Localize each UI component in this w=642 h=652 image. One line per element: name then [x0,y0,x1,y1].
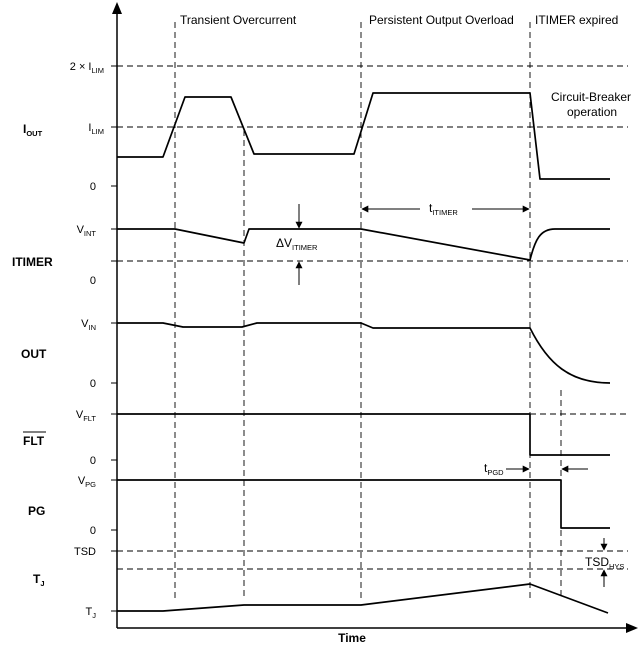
x-axis-arrow-icon [626,623,638,633]
t-itimer-label: tITIMER [429,201,458,217]
delta-v-itimer-label: ΔVITIMER [276,236,318,252]
level-flt-zero: 0 [90,455,96,467]
pg-waveform [117,479,610,529]
level-out-zero: 0 [90,378,96,390]
itimer-waveform [117,228,610,261]
x-axis-title: Time [338,631,366,645]
signal-tj-label: TJ [33,572,45,588]
signal-iout-label: IOUT [23,122,43,138]
level-2ilim: 2 × ILIM [70,61,104,75]
signal-out-label: OUT [21,347,47,361]
y-ticks [111,65,117,612]
signal-itimer-label: ITIMER [12,255,53,269]
circuit-breaker-label-line1: Circuit-Breaker [551,90,631,104]
flt-waveform [117,413,610,456]
level-vin: VIN [81,318,96,332]
y-axis-arrow-icon [112,2,122,14]
level-tsd: TSD [74,546,96,558]
level-tj: TJ [86,606,97,620]
level-iout-zero: 0 [90,181,96,193]
tj-waveform [117,583,609,614]
level-vint: VINT [77,224,97,238]
phase-expired-label: ITIMER expired [535,13,618,27]
level-ilim: ILIM [88,122,104,136]
tsd-hys-label: TSDHYS [585,555,624,571]
iout-waveform [117,92,610,180]
level-itimer-zero: 0 [90,275,96,287]
phase-persistent-label: Persistent Output Overload [369,13,514,27]
t-pgd-label: tPGD [484,461,504,477]
signal-flt-label: FLT [23,434,45,448]
out-waveform [117,322,611,384]
signal-pg-label: PG [28,504,45,518]
level-vpg: VPG [78,475,96,489]
level-pg-zero: 0 [90,525,96,537]
circuit-breaker-label-line2: operation [567,105,617,119]
level-vflt: VFLT [76,409,97,423]
phase-transient-label: Transient Overcurrent [180,13,297,27]
